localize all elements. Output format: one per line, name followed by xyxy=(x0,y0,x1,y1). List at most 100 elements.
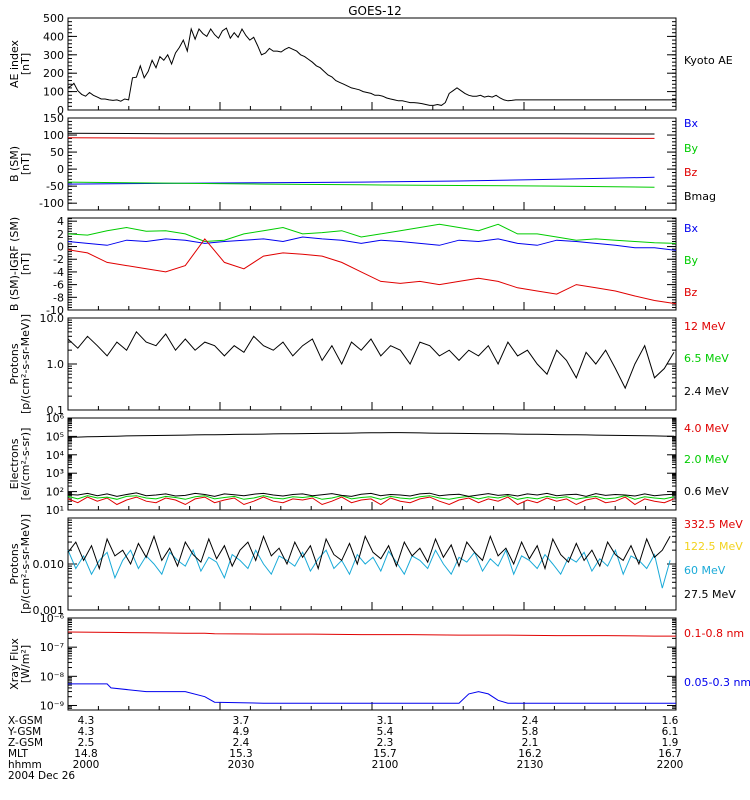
footer-cell: 6.1 xyxy=(661,726,679,738)
panel-7-frame xyxy=(67,617,677,711)
footer-column-3: 2.4 5.8 2.1 16.2 2130 xyxy=(517,716,544,771)
y-axis-label: AE index xyxy=(8,39,21,88)
legend-entry: 2.0 MeV xyxy=(684,453,729,466)
y-tick-label: 10⁴ xyxy=(46,449,65,462)
legend-entry: Bmag xyxy=(684,190,716,203)
y-tick-label: -50 xyxy=(46,180,64,193)
panel-4-frame xyxy=(67,317,677,411)
footer-column-1: 3.7 4.9 2.4 15.3 2030 xyxy=(228,716,255,771)
y-tick-label: 1.0 xyxy=(47,358,65,371)
y-axis-label: Protons xyxy=(8,543,21,584)
y-axis-label: [nT] xyxy=(19,253,32,275)
y-tick-label: 0.001 xyxy=(33,604,65,617)
y-tick-label: 0.1 xyxy=(47,404,65,417)
y-tick-label: 10⁻⁸ xyxy=(40,670,65,683)
series-line-2-4-mev xyxy=(67,330,675,390)
y-tick-label: -6 xyxy=(53,279,64,292)
footer-label-ygsm: Y-GSM xyxy=(8,726,42,738)
footer-cell: 2130 xyxy=(516,759,544,771)
footer-column-2: 3.1 5.4 2.3 15.7 2100 xyxy=(372,716,399,771)
series-line-bmag xyxy=(67,132,655,135)
y-axis-label: [e/(cm²-s-sr)] xyxy=(19,428,32,501)
y-axis-label: Electrons xyxy=(8,438,21,489)
y-tick-label: 10⁶ xyxy=(46,412,65,425)
series-line-by xyxy=(67,223,677,244)
y-tick-label: 200 xyxy=(43,67,64,80)
footer-cell: 15.7 xyxy=(373,748,397,760)
y-tick-label: 0 xyxy=(57,163,64,176)
y-tick-label: 150 xyxy=(43,112,64,125)
footer-cell: 2000 xyxy=(72,759,100,771)
footer-cell: 2.3 xyxy=(376,737,394,749)
footer-cell: 2.4 xyxy=(232,737,250,749)
y-axis-label: [p/(cm²-s-sr-MeV)] xyxy=(19,314,32,414)
footer-label-xgsm: X-GSM xyxy=(8,715,43,727)
footer-cell: 3.7 xyxy=(232,715,250,727)
footer-cell: 4.9 xyxy=(232,726,250,738)
series-line-bx xyxy=(67,236,677,251)
legend-entry: 60 MeV xyxy=(684,564,726,577)
y-tick-label: 0.010 xyxy=(33,558,65,571)
y-tick-label: -2 xyxy=(53,253,64,266)
y-axis-label: [W/m²] xyxy=(19,645,32,683)
y-axis-label: B (SM)-IGRF (SM) xyxy=(8,217,21,311)
panel-1-frame xyxy=(67,17,677,111)
y-tick-label: 10¹ xyxy=(46,504,64,517)
legend-entry: 4.0 MeV xyxy=(684,422,729,435)
series-line-by xyxy=(67,181,655,188)
chart-title: GOES-12 xyxy=(348,4,402,18)
legend-entry: Bz xyxy=(684,286,698,299)
footer-cell: 2.5 xyxy=(77,737,95,749)
footer-cell: 16.7 xyxy=(658,748,682,760)
series-line-0-05-0-3-nm xyxy=(68,683,676,704)
y-tick-label: 100 xyxy=(43,129,64,142)
y-tick-label: 400 xyxy=(43,30,64,43)
y-tick-label: 100 xyxy=(43,86,64,99)
series-line-kyoto-ae xyxy=(67,27,676,106)
series-line-60-mev xyxy=(67,548,671,589)
legend-entry: 0.05-0.3 nm xyxy=(684,676,750,689)
footer-cell: 15.3 xyxy=(229,748,253,760)
panel-2-frame xyxy=(67,117,677,211)
legend-entry: 27.5 MeV xyxy=(684,588,736,601)
y-tick-label: 4 xyxy=(57,215,64,228)
footer-cell: 14.8 xyxy=(74,748,98,760)
series-line-2-0-mev xyxy=(67,495,675,500)
y-axis-label: [p/(cm²-s-sr-MeV)] xyxy=(19,514,32,614)
footer-label-zgsm: Z-GSM xyxy=(8,737,44,749)
y-tick-label: 300 xyxy=(43,49,64,62)
series-line-0-1-0-8-nm xyxy=(67,631,676,637)
footer-cell: 3.1 xyxy=(376,715,394,727)
footer-cell: 2.1 xyxy=(521,737,539,749)
footer-column-0: 4.3 4.3 2.5 14.8 2000 xyxy=(73,716,100,771)
panel-3-frame xyxy=(67,217,677,311)
y-tick-label: 2 xyxy=(57,228,64,241)
series-line-0-6-mev xyxy=(67,492,675,497)
series-line-4-0-mev xyxy=(67,496,675,506)
legend-entry: By xyxy=(684,254,699,267)
y-tick-label: 10⁻⁶ xyxy=(40,612,65,625)
footer-column-4: 1.6 6.1 1.9 16.7 2200 xyxy=(657,716,684,771)
legend-entry: 2.4 MeV xyxy=(684,385,729,398)
legend-entry: 0.1-0.8 nm xyxy=(684,627,744,640)
footer-label-mlt: MLT xyxy=(8,748,28,760)
footer-date: 2004 Dec 26 xyxy=(8,770,76,782)
y-axis-label: [nT] xyxy=(19,53,32,75)
series-line-integral xyxy=(67,432,675,438)
legend-entry: 332.5 MeV xyxy=(684,518,743,531)
series-line-bz xyxy=(67,238,677,305)
footer-cell: 2030 xyxy=(227,759,255,771)
footer-cell: 2100 xyxy=(371,759,399,771)
y-tick-label: 500 xyxy=(43,12,64,25)
footer-cell: 4.3 xyxy=(77,715,95,727)
footer-cell: 2200 xyxy=(656,759,684,771)
legend-entry: Bz xyxy=(684,166,698,179)
y-axis-label: Xray Flux xyxy=(8,638,21,690)
series-line-27-5-mev xyxy=(67,534,671,571)
y-tick-label: -100 xyxy=(39,197,64,210)
footer-label-hhmm: hhmm xyxy=(8,759,42,771)
y-tick-label: 10⁻⁹ xyxy=(40,699,64,712)
footer-cell: 5.4 xyxy=(376,726,394,738)
footer-cell: 4.3 xyxy=(77,726,95,738)
